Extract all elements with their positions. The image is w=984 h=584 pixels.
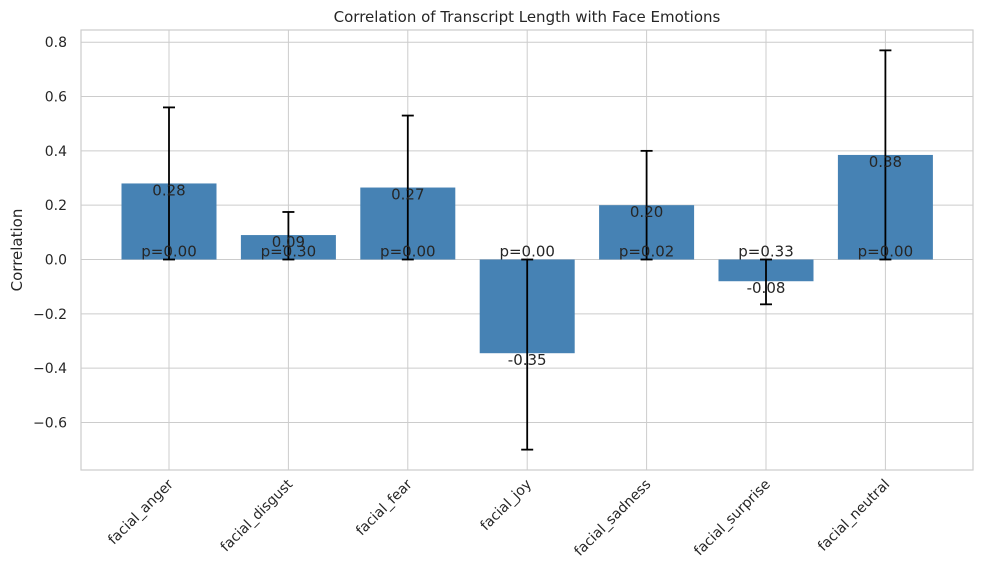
p-value-label: p=0.00	[499, 243, 555, 261]
x-tick-label: facial_disgust	[218, 476, 297, 555]
p-value-label: p=0.02	[619, 243, 675, 261]
x-tick-label: facial_surprise	[691, 477, 774, 560]
y-tick-label: −0.6	[33, 415, 67, 431]
value-label: -0.35	[508, 351, 547, 369]
p-value-label: p=0.00	[141, 243, 197, 261]
y-tick-label: −0.4	[33, 361, 67, 377]
y-axis-label: Correlation	[8, 209, 26, 292]
x-tick-label: facial_fear	[353, 476, 416, 539]
y-tick-label: 0.6	[45, 90, 67, 106]
y-tick-label: 0.8	[45, 35, 67, 51]
x-tick-label: facial_sadness	[571, 477, 654, 560]
x-tick-label: facial_anger	[105, 476, 177, 548]
p-value-label: p=0.33	[738, 243, 794, 261]
value-label: 0.28	[152, 181, 185, 199]
error-bars	[163, 49, 892, 451]
y-tick-label: 0.4	[45, 144, 67, 160]
value-label: 0.20	[630, 203, 663, 221]
value-label: -0.08	[747, 279, 786, 297]
y-tick-label: 0.2	[45, 198, 67, 214]
value-label: 0.09	[272, 233, 305, 251]
value-label: 0.38	[869, 153, 902, 171]
p-value-label: p=0.00	[858, 243, 914, 261]
chart-title: Correlation of Transcript Length with Fa…	[334, 8, 721, 26]
p-value-label: p=0.00	[380, 243, 436, 261]
x-tick-label: facial_neutral	[815, 477, 893, 555]
y-axis: −0.6 −0.4 −0.2 0.0 0.2 0.4 0.6 0.8	[33, 35, 67, 431]
p-value-label: p=0.30	[261, 243, 317, 261]
value-label: 0.27	[391, 186, 424, 204]
plot-frame	[80, 29, 974, 471]
y-tick-label: 0.0	[45, 253, 67, 269]
x-tick-label: facial_joy	[478, 477, 535, 534]
data-labels: 0.28 p=0.00 0.09p=0.30 0.27 p=0.00 -0.35 p=0.0…	[141, 153, 913, 369]
x-axis: facial_anger facial_disgust facial_fear fac…	[105, 476, 893, 559]
y-tick-label: −0.2	[33, 307, 67, 323]
